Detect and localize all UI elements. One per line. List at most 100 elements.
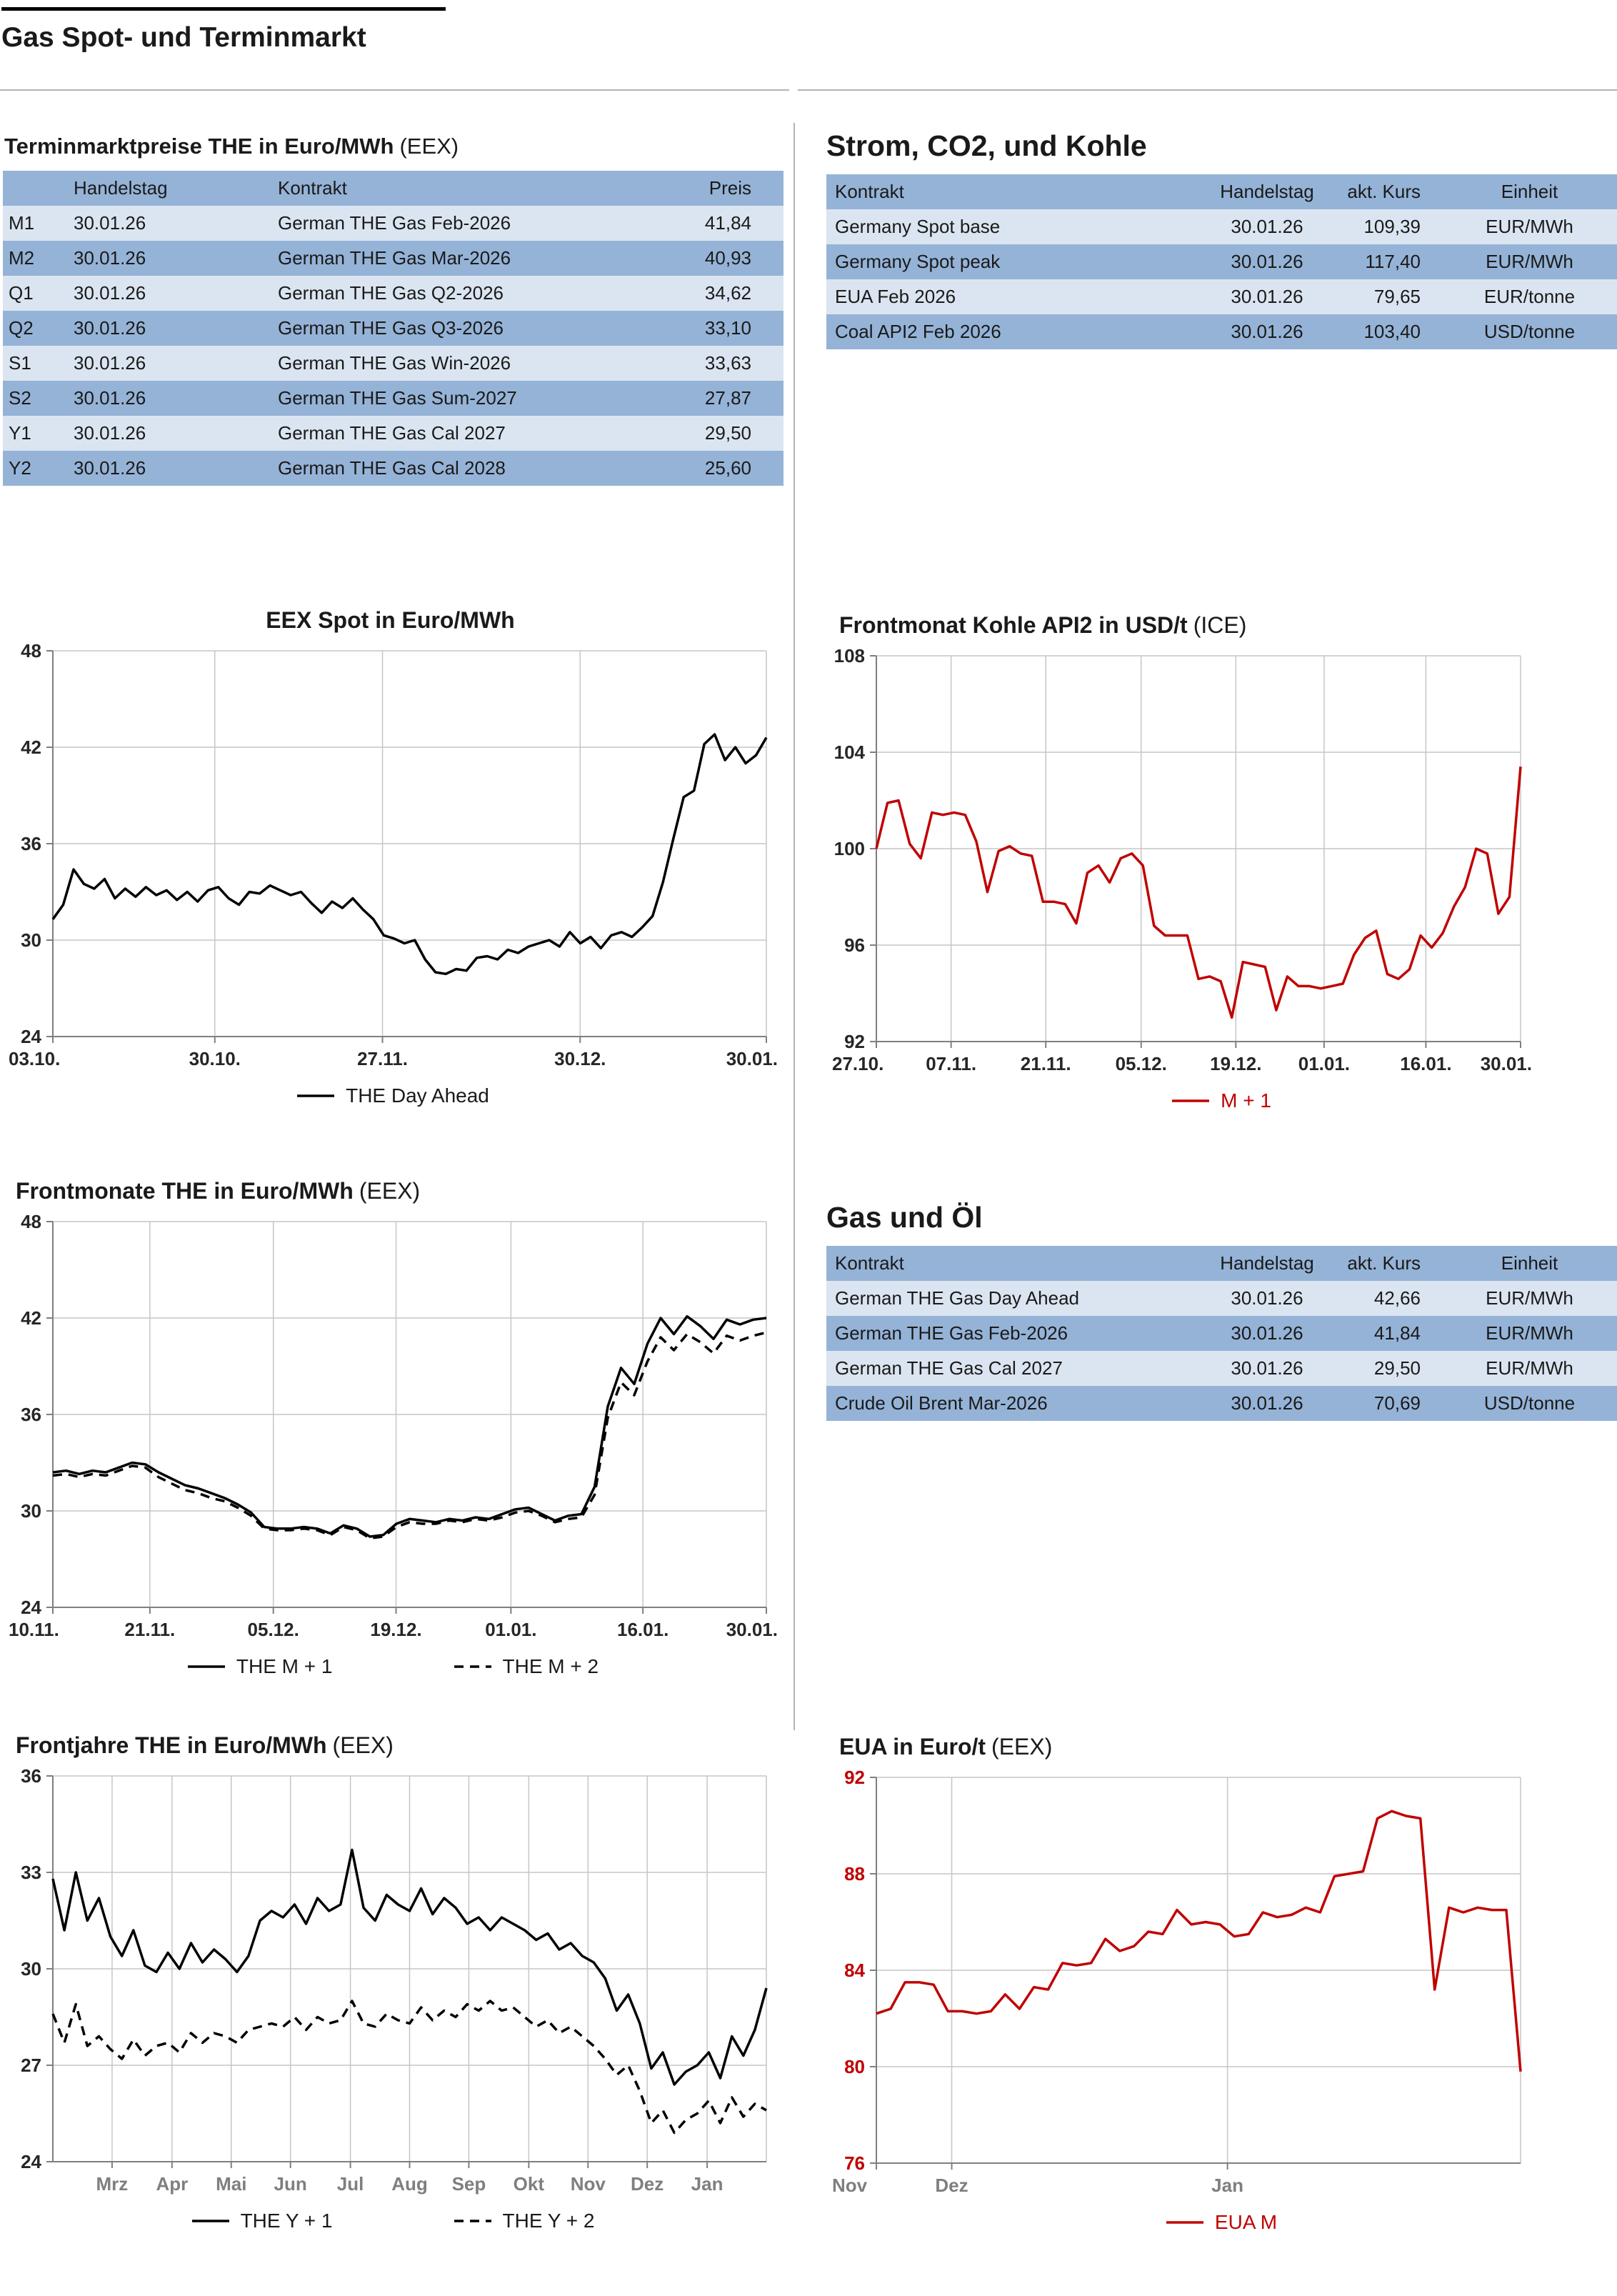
cell-unit: EUR/MWh	[1486, 1287, 1573, 1309]
svg-text:05.12.: 05.12.	[248, 1619, 299, 1640]
legend-line-icon	[191, 2220, 229, 2222]
right-column: Strom, CO2, und Kohle Kontrakt Handelsta…	[798, 89, 1617, 2237]
chart-legend-eua: EUA M	[826, 2208, 1617, 2237]
table-row: S2 30.01.26 German THE Gas Sum-2027 27,87	[3, 381, 784, 416]
svg-text:16.01.: 16.01.	[617, 1619, 669, 1640]
cell-price: 70,69	[1373, 1392, 1421, 1414]
cell-price: 79,65	[1373, 286, 1421, 307]
legend-line-icon	[454, 2220, 491, 2222]
cell-contract: German THE Gas Cal 2027	[278, 422, 506, 444]
cell-unit: EUR/MWh	[1486, 1322, 1573, 1344]
cell-date: 30.01.26	[74, 247, 146, 269]
legend-line-icon	[454, 1665, 491, 1668]
table-row: Germany Spot peak 30.01.26 117,40 EUR/MWh	[826, 244, 1617, 279]
cell-date: 30.01.26	[74, 387, 146, 409]
svg-text:Okt: Okt	[514, 2173, 545, 2195]
cell-unit: EUR/MWh	[1486, 216, 1573, 237]
cell-date: 30.01.26	[1231, 321, 1303, 342]
svg-text:24: 24	[21, 1026, 41, 1047]
futures-heading-suffix: (EEX)	[399, 134, 459, 159]
svg-text:05.12.: 05.12.	[1116, 1053, 1167, 1074]
table-row: Q1 30.01.26 German THE Gas Q2-2026 34,62	[3, 276, 784, 311]
cell-contract: German THE Gas Q2-2026	[278, 282, 504, 304]
cell-contract: German THE Gas Cal 2027	[835, 1357, 1063, 1379]
cell-price: 117,40	[1365, 251, 1421, 272]
cell-contract: German THE Gas Day Ahead	[835, 1287, 1080, 1309]
svg-text:36: 36	[21, 1404, 41, 1425]
chart-canvas-frontjahre: 24 27 30 33 36 Mrz Apr Mai Jun Jul Aug Sep Okt Nov Dez…	[21, 1765, 768, 2195]
table-row: German THE Gas Cal 2027 30.01.26 29,50 EUR/…	[826, 1351, 1617, 1386]
table-row: Y2 30.01.26 German THE Gas Cal 2028 25,60	[3, 451, 784, 486]
svg-text:92: 92	[844, 1767, 865, 1788]
chart-frontjahre-the: Frontjahre THE in Euro/MWh (EEX) 24 27 30 33…	[3, 1732, 784, 2235]
table-row: Crude Oil Brent Mar-2026 30.01.26 70,69 USD…	[826, 1386, 1617, 1421]
legend-label: M + 1	[1221, 1089, 1271, 1112]
table-row: German THE Gas Day Ahead 30.01.26 42,66 EUR…	[826, 1281, 1617, 1316]
cell-price: 40,93	[704, 247, 751, 269]
header-cell-contract: Kontrakt	[835, 181, 904, 202]
svg-text:48: 48	[21, 1212, 41, 1232]
svg-text:10.11.: 10.11.	[9, 1619, 59, 1640]
table-row: Y1 30.01.26 German THE Gas Cal 2027 29,50	[3, 416, 784, 451]
legend-line-icon	[297, 1094, 335, 1097]
cell-date: 30.01.26	[74, 352, 146, 374]
svg-text:76: 76	[844, 2152, 865, 2174]
cell-price: 41,84	[1373, 1322, 1421, 1344]
svg-text:30.10.: 30.10.	[189, 1048, 241, 1069]
cell-unit: EUR/MWh	[1486, 251, 1573, 272]
cell-label: S1	[9, 352, 31, 374]
cell-price: 33,63	[704, 352, 751, 374]
header-cell-label	[3, 171, 64, 206]
chart-title-suffix: (EEX)	[991, 1734, 1053, 1760]
header-cell-date: Handelstag	[1220, 181, 1314, 202]
svg-text:42: 42	[21, 737, 41, 758]
chart-title-text: EUA in Euro/t	[839, 1734, 986, 1760]
cell-date: 30.01.26	[1231, 216, 1303, 237]
svg-text:Sep: Sep	[452, 2173, 486, 2195]
svg-text:27.10.: 27.10.	[832, 1053, 883, 1074]
legend-line-icon	[1166, 2221, 1203, 2224]
svg-text:36: 36	[21, 1766, 41, 1787]
cell-price: 25,60	[704, 457, 751, 479]
chart-legend-eex-spot: THE Day Ahead	[3, 1082, 784, 1110]
cell-date: 30.01.26	[74, 282, 146, 304]
cell-price: 29,50	[704, 422, 751, 444]
cell-date: 30.01.26	[1231, 1322, 1303, 1344]
cell-price: 34,62	[704, 282, 751, 304]
column-divider	[794, 123, 795, 1730]
legend-item: THE Y + 2	[454, 2210, 594, 2232]
svg-text:30: 30	[21, 1500, 41, 1522]
cell-date: 30.01.26	[74, 212, 146, 234]
left-column: Terminmarktpreise THE in Euro/MWh (EEX) H…	[0, 89, 789, 2237]
chart-canvas-kohle: 92 96 100 104 108 27.10. 07.11. 21.11. 05.12. 19.…	[832, 645, 1532, 1074]
svg-text:Jun: Jun	[274, 2173, 307, 2195]
svg-text:30: 30	[21, 1958, 41, 1980]
cell-price: 109,39	[1363, 216, 1421, 237]
svg-text:01.01.: 01.01.	[1298, 1053, 1350, 1074]
cell-date: 30.01.26	[1231, 286, 1303, 307]
chart-canvas-eex-spot: 24 30 36 42 48 03.10. 30.10. 27.11. 30.12. 30.01.	[9, 640, 778, 1069]
svg-text:07.11.: 07.11.	[926, 1053, 976, 1074]
table-row: Germany Spot base 30.01.26 109,39 EUR/MWh	[826, 209, 1617, 244]
cell-date: 30.01.26	[1231, 1357, 1303, 1379]
content-columns: Terminmarktpreise THE in Euro/MWh (EEX) H…	[0, 89, 1617, 2237]
svg-text:27: 27	[21, 2055, 41, 2076]
chart-title-kohle: Frontmonat Kohle API2 in USD/t (ICE)	[826, 612, 1617, 639]
svg-text:21.11.: 21.11.	[124, 1619, 175, 1640]
page-title: Gas Spot- und Terminmarkt	[1, 22, 366, 53]
svg-text:30.01.: 30.01.	[726, 1048, 778, 1069]
svg-text:30.01.: 30.01.	[726, 1619, 778, 1640]
svg-text:84: 84	[844, 1960, 865, 1981]
legend-line-icon	[1172, 1099, 1210, 1102]
svg-text:92: 92	[844, 1031, 865, 1052]
cell-price: 27,87	[704, 387, 751, 409]
cell-label: Q1	[9, 282, 34, 304]
svg-text:19.12.: 19.12.	[1210, 1053, 1261, 1074]
cell-label: Q2	[9, 317, 34, 339]
svg-text:Dez: Dez	[935, 2175, 968, 2196]
svg-text:Mai: Mai	[216, 2173, 246, 2195]
legend-label: THE M + 2	[502, 1655, 599, 1677]
legend-label: THE Y + 1	[240, 2210, 333, 2232]
futures-table-heading: Terminmarktpreise THE in Euro/MWh (EEX)	[4, 134, 784, 159]
legend-label: THE M + 1	[236, 1655, 333, 1677]
